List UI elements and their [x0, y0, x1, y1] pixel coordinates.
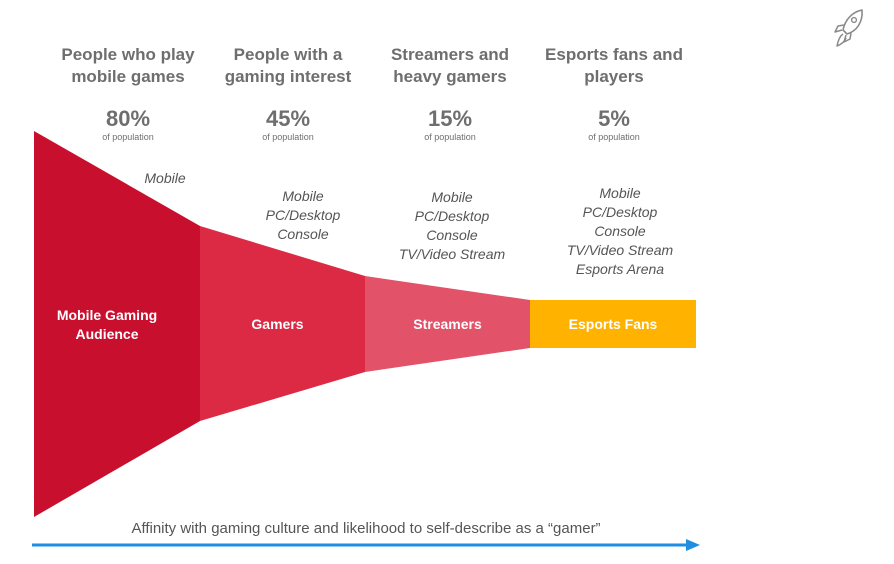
- column-percent: 45%: [265, 106, 311, 131]
- segment-mobile-gaming-audience: [34, 131, 200, 517]
- column-subtitle: of population: [424, 132, 476, 142]
- column-subtitle: of population: [588, 132, 640, 142]
- segment-label-mobile-gaming-audience: Mobile Gaming Audience: [56, 307, 158, 342]
- column-percent: 5%: [598, 106, 630, 131]
- column-mobile-players: People who play mobile games 80% of popu…: [48, 44, 208, 143]
- segment-label-gamers: Gamers: [251, 316, 304, 332]
- platforms-esports: Mobile PC/Desktop Console TV/Video Strea…: [566, 185, 674, 277]
- segment-esports-fans: [530, 300, 696, 348]
- column-title: Streamers and heavy gamers: [390, 45, 510, 86]
- platforms-streamers: Mobile PC/Desktop Console TV/Video Strea…: [398, 189, 506, 262]
- affinity-axis-label: Affinity with gaming culture and likelih…: [131, 520, 601, 537]
- rocket-icon: [834, 9, 863, 47]
- platforms-mobile-players: Mobile: [144, 170, 186, 186]
- column-gaming-interest: People with a gaming interest 45% of pop…: [208, 44, 368, 143]
- segment-label-esports-fans: Esports Fans: [568, 316, 658, 332]
- column-percent: 80%: [105, 106, 151, 131]
- column-subtitle: of population: [102, 132, 154, 142]
- column-subtitle: of population: [262, 132, 314, 142]
- segment-gamers: [200, 226, 365, 421]
- column-title: People with a gaming interest: [224, 45, 352, 86]
- column-title: Esports fans and players: [545, 45, 683, 86]
- affinity-axis-arrowhead: [686, 539, 700, 551]
- column-streamers: Streamers and heavy gamers 15% of popula…: [370, 44, 530, 143]
- platforms-gaming-interest: Mobile PC/Desktop Console: [265, 188, 341, 242]
- segment-label-streamers: Streamers: [413, 316, 482, 332]
- column-title: People who play mobile games: [61, 45, 195, 86]
- column-esports: Esports fans and players 5% of populatio…: [534, 44, 694, 143]
- segment-streamers: [365, 276, 530, 372]
- column-percent: 15%: [427, 106, 473, 131]
